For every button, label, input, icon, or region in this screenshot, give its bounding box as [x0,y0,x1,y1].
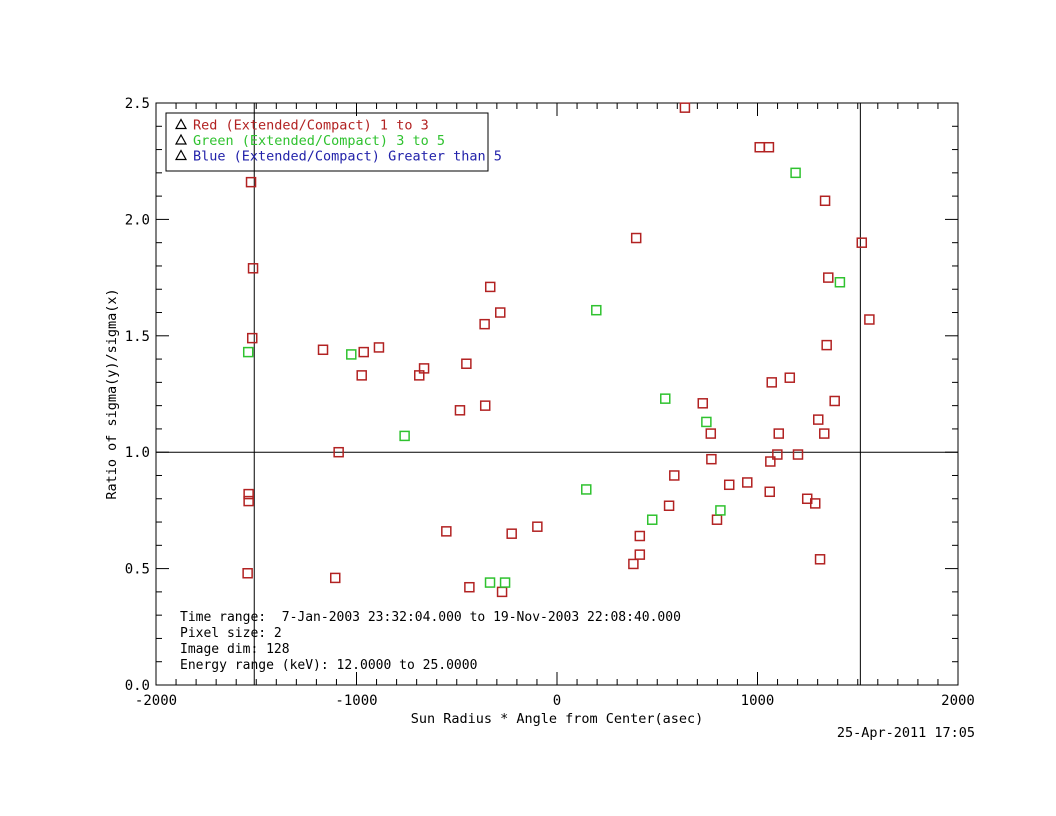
data-point-red [705,428,717,439]
data-point-red [766,377,777,388]
data-point-red [317,344,329,356]
data-point-red [784,372,796,383]
data-point-red [819,195,831,207]
data-point-green [646,514,658,525]
data-point-red [829,395,840,407]
y-tick-label: 2.0 [125,212,150,228]
data-point-green [399,430,410,442]
data-point-red [441,526,452,537]
data-point-green [591,304,602,316]
data-point-red [819,428,830,439]
data-point-red [792,449,804,460]
data-point-red [484,281,496,293]
legend-box [165,112,489,172]
data-point-green [484,577,496,588]
plot-frame [155,102,959,686]
x-tick-label: 0 [553,693,561,709]
data-point-red [630,232,642,244]
data-point-red [373,342,385,353]
data-point-red [856,237,868,248]
data-point-red [813,414,824,425]
data-point-red [823,272,834,283]
data-point-red [809,498,821,509]
data-point-red [479,400,491,411]
x-tick-label: 1000 [741,693,775,709]
data-point-green [660,393,671,404]
data-point-red [333,446,344,458]
y-axis-title: Ratio of sigma(y)/sigma(x) [104,288,120,499]
data-point-red [723,479,735,491]
data-point-red [506,528,517,539]
annotation-line: Energy range (keV): 12.0000 to 25.0000 [180,658,477,673]
data-point-red [634,530,646,542]
legend-triangle-icon [174,133,188,145]
data-point-red [358,346,369,358]
data-point-red [496,586,508,598]
legend-entry-label: Red (Extended/Compact) 1 to 3 [193,118,429,134]
x-tick-label: -2000 [135,693,177,709]
data-point-red [814,554,826,565]
data-point-red [329,572,341,584]
legend-triangle-icon [174,149,188,161]
data-point-green [346,349,357,360]
data-point-red [864,314,875,325]
y-tick-label: 0.5 [125,562,150,578]
data-point-red [495,307,506,318]
data-point-red [242,568,253,579]
data-point-red [754,141,765,153]
legend-triangle-icon [174,118,188,130]
data-point-red [628,558,639,570]
y-tick-label: 2.5 [125,96,150,112]
data-point-red [461,358,472,369]
data-point-green [581,484,592,495]
y-tick-label: 0.0 [125,678,150,694]
annotation-line: Time range: 7-Jan-2003 23:32:04.000 to 1… [180,610,681,625]
data-point-green [834,277,846,288]
annotation-line: Image dim: 128 [180,642,290,657]
data-point-red [764,486,775,498]
timestamp-label: 25-Apr-2011 17:05 [837,725,975,741]
data-point-green [715,505,726,516]
data-point-red [243,488,254,500]
legend-entry-label: Green (Extended/Compact) 3 to 5 [193,133,445,149]
data-point-red [742,477,753,488]
data-point-green [499,577,511,588]
data-point-red [679,102,691,113]
data-point-red [821,339,832,351]
data-point-red [669,470,680,481]
data-point-red [773,428,785,439]
data-point-red [356,370,367,381]
data-point-red [418,363,430,374]
data-point-red [245,176,257,188]
data-point-red [711,514,723,525]
data-point-green [242,346,254,358]
data-point-red [634,549,646,560]
legend-entry-label: Blue (Extended/Compact) Greater than 5 [193,149,502,165]
data-point-red [772,449,783,460]
x-tick-label: 2000 [941,693,975,709]
data-point-red [464,581,475,593]
data-point-red [697,398,709,409]
y-tick-label: 1.5 [125,329,150,345]
x-axis-title: Sun Radius * Angle from Center(asec) [411,711,704,727]
data-point-red [454,405,466,416]
data-point-red [243,495,254,507]
data-point-red [765,456,776,467]
data-point-red [479,318,490,330]
data-point-red [663,500,675,511]
x-tick-label: -1000 [335,693,377,709]
data-point-red [247,263,259,274]
data-point-green [701,416,712,428]
y-tick-label: 1.0 [125,445,150,461]
annotation-line: Pixel size: 2 [180,626,282,641]
data-point-green [790,167,801,179]
data-point-red [763,141,775,153]
data-point-red [706,453,717,465]
data-point-red [532,521,543,532]
data-point-red [246,332,258,344]
